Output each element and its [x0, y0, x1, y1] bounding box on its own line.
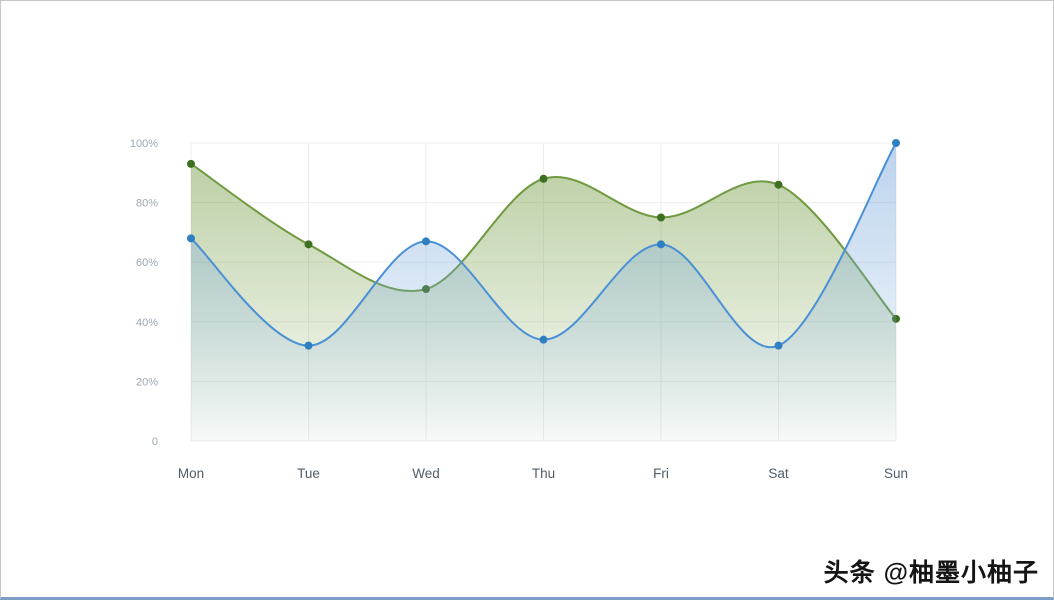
x-axis-category-label: Sun — [884, 466, 908, 481]
x-axis-category-label: Sat — [768, 466, 789, 481]
blue-series-point-marker — [892, 139, 900, 147]
blue-series-point-marker — [422, 237, 430, 246]
blue-series-point-marker — [657, 240, 665, 249]
x-axis-category-label: Tue — [297, 466, 320, 481]
y-axis-tick-label: 20% — [136, 376, 158, 388]
blue-series-point-marker — [774, 341, 783, 350]
x-axis-category-label: Fri — [653, 466, 669, 481]
y-axis-tick-label: 0 — [152, 436, 158, 448]
blue-series-point-marker — [187, 234, 195, 243]
blue-series-point-marker — [539, 335, 548, 344]
x-axis-category-label: Thu — [532, 466, 555, 481]
blue-series-point-marker — [304, 341, 313, 350]
blue-series-area — [191, 143, 896, 441]
x-axis-category-label: Wed — [412, 466, 440, 481]
green-series-point-marker — [539, 174, 548, 183]
y-axis-tick-label: 40% — [136, 317, 158, 329]
green-series-point-marker — [774, 180, 783, 189]
green-series-point-marker — [187, 159, 195, 168]
y-axis-tick-label: 80% — [136, 198, 158, 210]
green-series-point-marker — [304, 240, 313, 249]
y-axis-tick-label: 100% — [130, 138, 158, 150]
green-series-point-marker — [657, 213, 665, 222]
y-axis-tick-label: 60% — [136, 257, 158, 269]
x-axis-category-label: Mon — [178, 466, 204, 481]
watermark-text: 头条 @柚墨小柚子 — [823, 559, 1039, 587]
